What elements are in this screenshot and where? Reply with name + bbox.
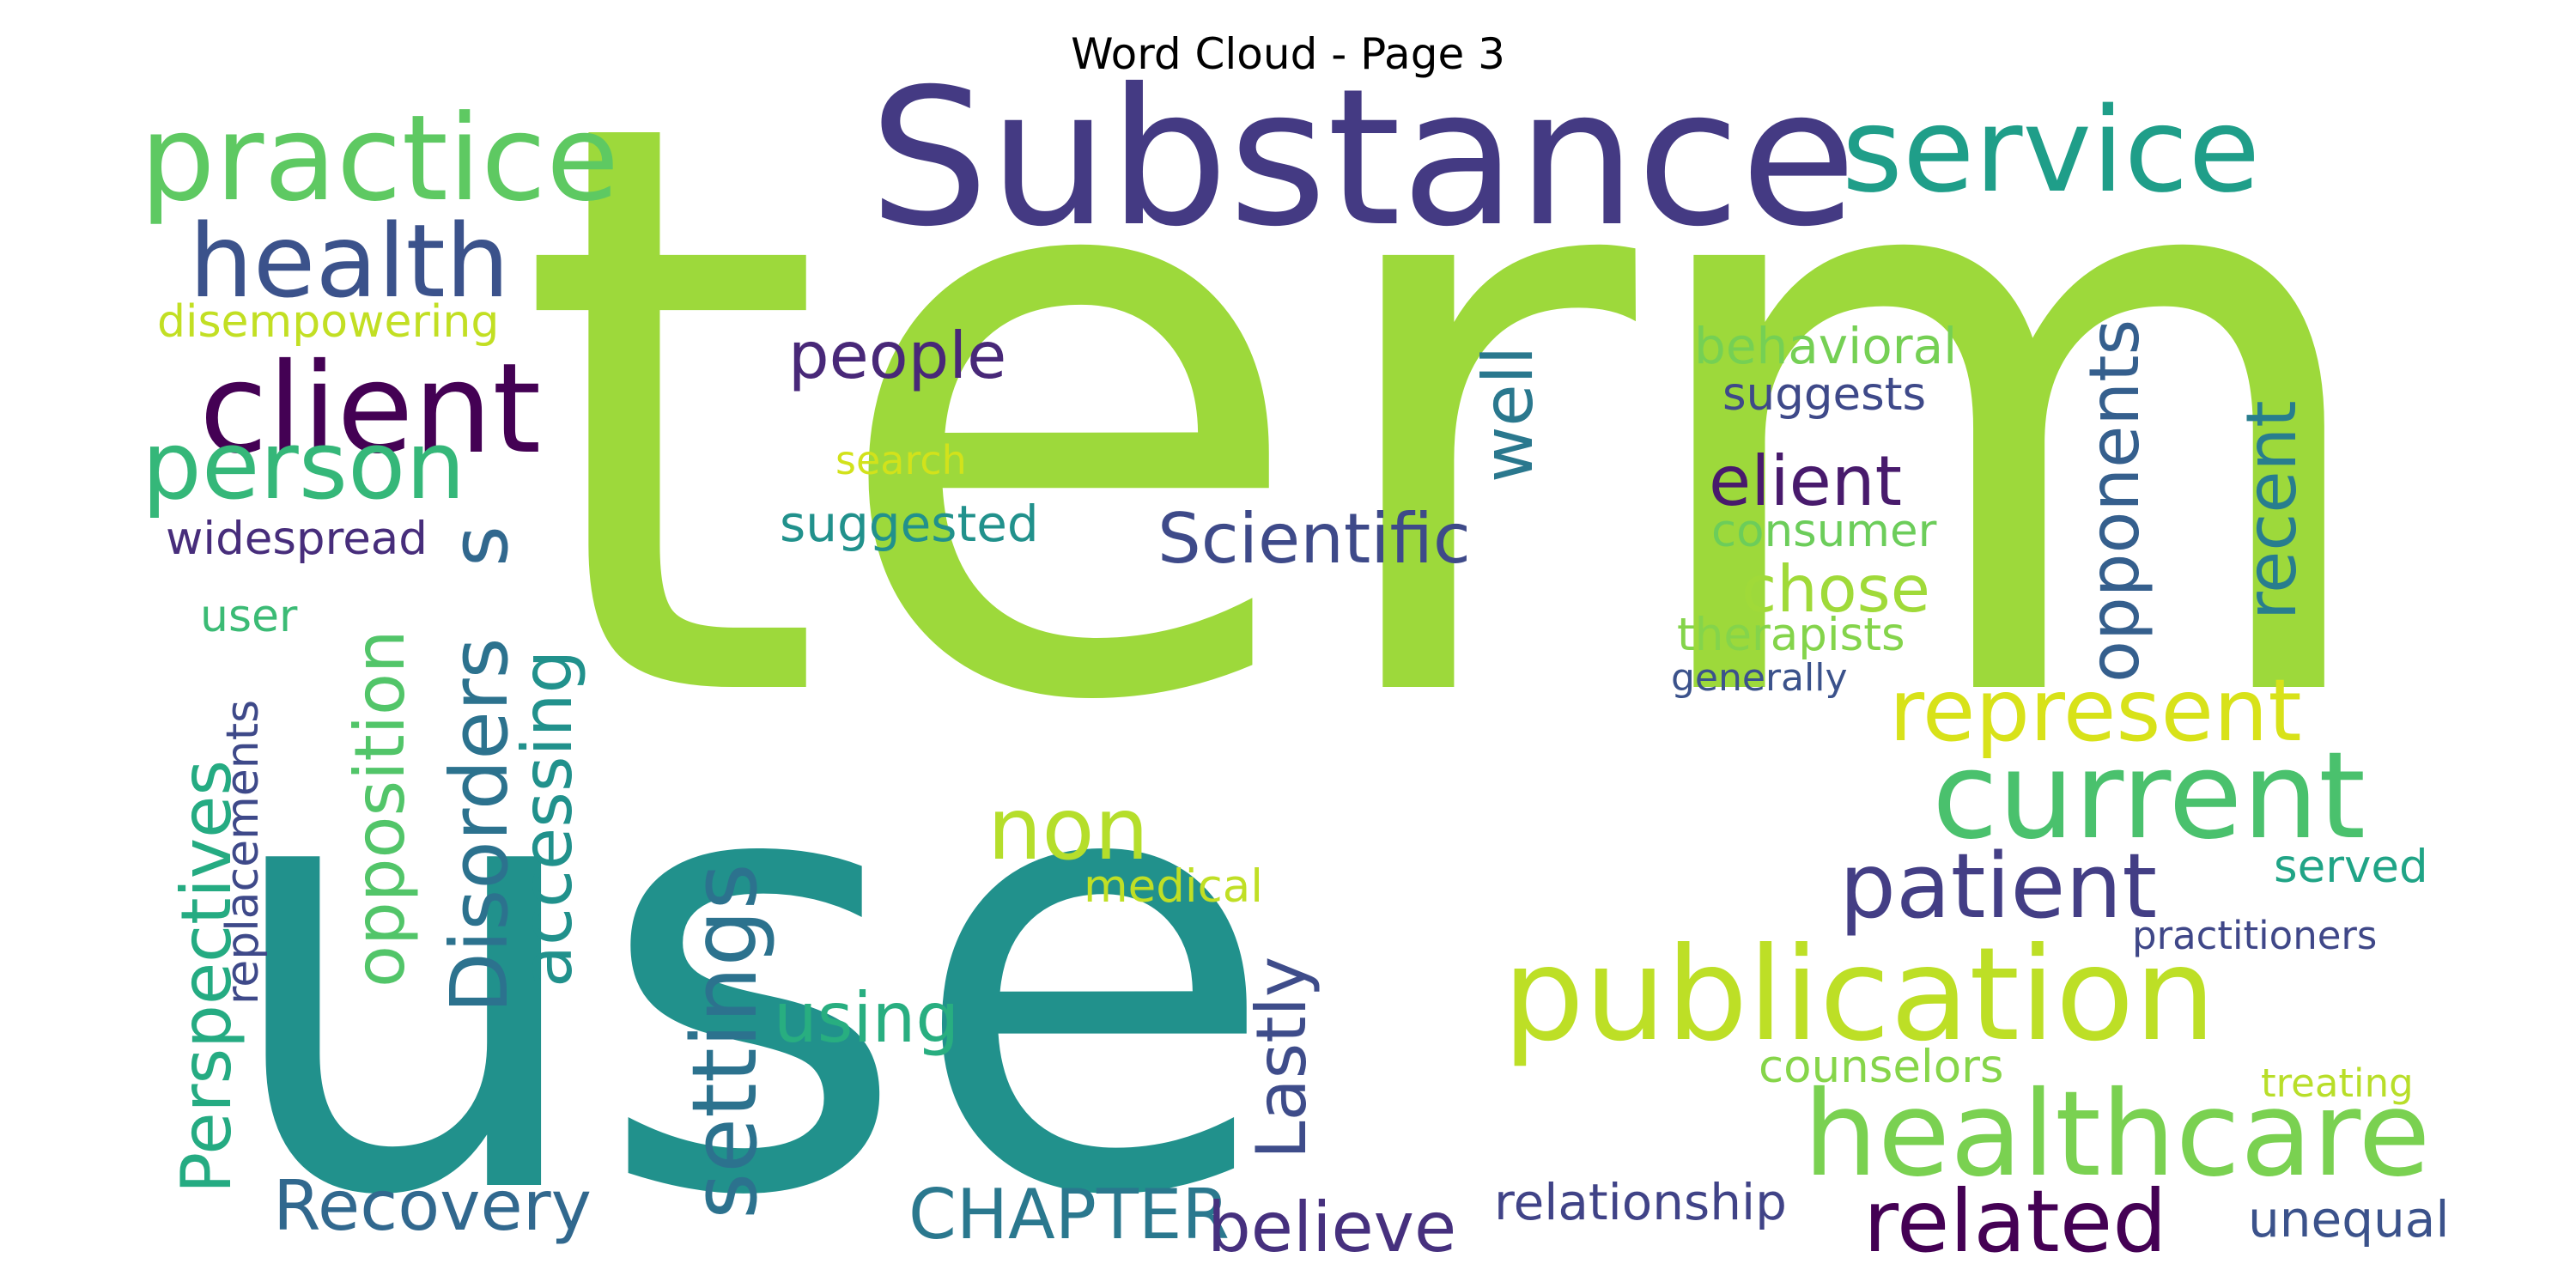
word-person: person <box>142 410 465 520</box>
word-therapists: therapists <box>1677 609 1905 661</box>
word-represent: represent <box>1889 660 2302 761</box>
word-chapter: CHAPTER <box>908 1175 1230 1255</box>
word-related: related <box>1863 1171 2167 1272</box>
word-chose: chose <box>1741 551 1930 627</box>
word-served: served <box>2274 841 2428 893</box>
word-s: s <box>434 526 526 567</box>
word-publication: publication <box>1503 920 2216 1070</box>
word-treating: treating <box>2261 1060 2414 1106</box>
word-unequal: unequal <box>2248 1190 2449 1249</box>
word-substance: Substance <box>869 48 1856 268</box>
word-scientific: Scientific <box>1157 499 1471 579</box>
word-practice: practice <box>140 89 619 228</box>
word-behavioral: behavioral <box>1694 317 1957 375</box>
word-people: people <box>788 318 1006 393</box>
word-disempowering: disempowering <box>157 296 499 348</box>
word-widespread: widespread <box>166 513 428 565</box>
word-accessing: accessing <box>507 650 587 987</box>
word-opposition: opposition <box>340 629 420 987</box>
word-practitioners: practitioners <box>2132 913 2377 958</box>
word-use: use <box>215 628 1279 1288</box>
word-current: current <box>1932 726 2366 866</box>
word-healthcare: healthcare <box>1803 1066 2431 1203</box>
word-term: term <box>515 0 2391 873</box>
word-using: using <box>774 978 959 1058</box>
word-non: non <box>987 779 1149 879</box>
word-patient: patient <box>1839 834 2157 939</box>
word-settings: settings <box>672 863 777 1219</box>
word-suggests: suggests <box>1722 368 1926 421</box>
word-relationship: relationship <box>1494 1173 1787 1231</box>
word-elient: elient <box>1709 441 1902 521</box>
word-suggested: suggested <box>780 495 1039 553</box>
word-perspectives: Perspectives <box>167 760 246 1194</box>
word-client: client <box>199 337 541 482</box>
word-user: user <box>200 591 298 642</box>
word-opponents: opponents <box>2075 319 2154 683</box>
word-recent: recent <box>2232 400 2312 620</box>
word-health: health <box>189 202 510 320</box>
word-believe: believe <box>1207 1188 1456 1267</box>
chart-title: Word Cloud - Page 3 <box>1071 29 1505 79</box>
word-consumer: consumer <box>1711 505 1937 557</box>
word-well: well <box>1468 346 1548 483</box>
word-lastly: Lastly <box>1242 957 1321 1159</box>
word-replacements: replacements <box>217 700 269 1005</box>
word-generally: generally <box>1671 656 1848 700</box>
word-disorders: Disorders <box>434 637 526 1013</box>
word-recovery: Recovery <box>273 1166 592 1246</box>
word-counselors: counselors <box>1759 1041 2004 1093</box>
word-service: service <box>1842 83 2260 219</box>
word-medical: medical <box>1084 860 1263 913</box>
word-search: search <box>835 437 967 483</box>
